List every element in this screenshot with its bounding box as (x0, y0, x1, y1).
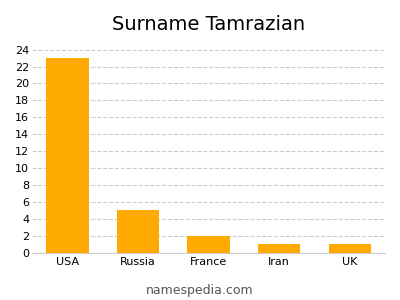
Text: namespedia.com: namespedia.com (146, 284, 254, 297)
Bar (328, 244, 371, 253)
Bar (117, 211, 159, 253)
Bar (258, 244, 300, 253)
Title: Surname Tamrazian: Surname Tamrazian (112, 15, 305, 34)
Bar (46, 58, 88, 253)
Bar (187, 236, 230, 253)
